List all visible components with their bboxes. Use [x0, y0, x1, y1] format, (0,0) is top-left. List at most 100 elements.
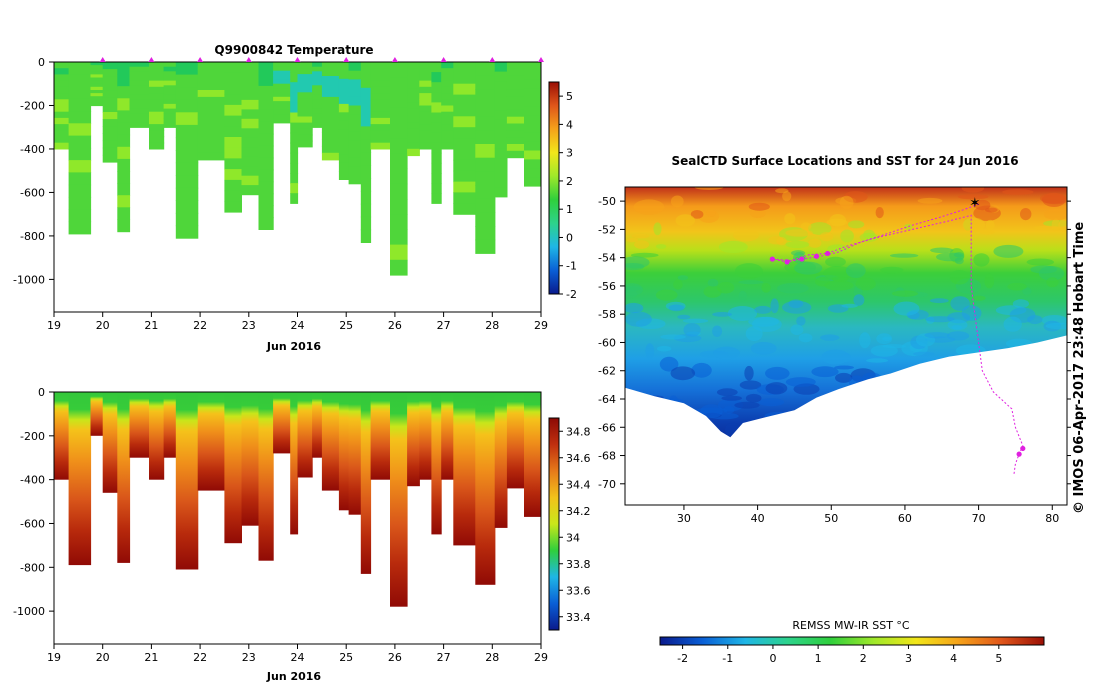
temperature-profile-cell	[453, 116, 476, 128]
y-tick-label: -56	[598, 280, 616, 293]
temperature-profile-cell	[224, 147, 242, 159]
sst-patch	[631, 233, 650, 239]
temperature-profile-cell	[370, 136, 391, 144]
temperature-profile-cell	[54, 105, 70, 113]
temperature-profile-cell	[68, 86, 92, 100]
sst-patch	[656, 345, 672, 352]
sst-patch	[924, 332, 950, 339]
temperature-profile-cell	[175, 87, 199, 101]
temperature-profile-cell	[54, 68, 70, 75]
sst-patch	[659, 356, 679, 372]
sst-patch	[834, 365, 854, 370]
temperature-profile-cell	[312, 71, 323, 77]
temperature-profile-cell	[338, 154, 350, 164]
temperature-profile-cell	[321, 110, 340, 119]
x-tick-label: 40	[751, 512, 765, 525]
temperature-profile-cell	[506, 137, 525, 145]
temperature-profile-cell	[453, 149, 476, 161]
temperature-profile-cell	[338, 145, 350, 155]
temperature-profile-cell	[90, 86, 104, 91]
temperature-profile-cell	[90, 93, 104, 97]
temperature-profile-cell	[390, 168, 408, 185]
temperature-profile-cell	[441, 74, 454, 82]
temperature-profile-cell	[419, 105, 433, 113]
profile-marker	[343, 57, 350, 62]
y-tick-label: -200	[20, 99, 45, 112]
temperature-profile-cell	[290, 92, 299, 103]
temperature-profile-cell	[494, 139, 508, 150]
profile-marker	[148, 57, 155, 62]
temperature-profile-cell	[407, 82, 420, 90]
sst-patch	[892, 290, 918, 297]
sst-patch	[770, 298, 779, 314]
temperature-profile-cell	[117, 195, 131, 208]
temperature-profile-cell	[102, 90, 118, 99]
temperature-profile-cell	[390, 199, 408, 215]
temperature-profile-cell	[54, 111, 70, 119]
temperature-profile-cell	[494, 100, 508, 111]
temperature-profile-cell	[360, 113, 372, 128]
temperature-profile-cell	[68, 209, 92, 223]
temperature-profile-cell	[273, 118, 291, 124]
temperature-profile-cell	[68, 111, 92, 124]
sst-patch	[1019, 208, 1032, 221]
temperature-profile-cell	[441, 80, 454, 88]
temperature-profile-cell	[197, 62, 226, 70]
sst-patch	[950, 296, 970, 311]
salinity-profile-column	[149, 392, 165, 480]
temperature-profile-cell	[175, 175, 199, 189]
temperature-profile-cell	[348, 131, 362, 141]
temperature-profile-cell	[441, 105, 454, 113]
temperature-profile-cell	[224, 72, 242, 84]
temperature-profile-cell	[224, 62, 242, 74]
temperature-profile-cell	[163, 113, 177, 119]
salinity-profile-column	[360, 392, 372, 574]
temperature-profile-cell	[390, 107, 408, 124]
temperature-profile-cell	[149, 117, 165, 125]
sst-patch	[700, 404, 723, 419]
temperature-profile-cell	[321, 90, 340, 98]
temperature-profile-cell	[321, 103, 340, 112]
sst-patch	[1034, 225, 1062, 230]
sst-patch	[758, 398, 785, 407]
temperature-profile-cell	[297, 62, 313, 69]
colorbar-ramp	[659, 636, 1045, 646]
seal-track	[772, 203, 1024, 474]
temperature-profile-cell	[370, 124, 391, 131]
sst-patch	[1003, 316, 1022, 332]
temperature-profile-cell	[175, 137, 199, 151]
x-tick-label: 24	[291, 319, 305, 332]
temperature-profile-cell	[524, 124, 541, 134]
temperature-profile-cell	[197, 110, 226, 119]
temperature-profile-cell	[348, 114, 362, 124]
temperature-profile-cell	[312, 90, 323, 96]
sst-patch	[972, 295, 986, 301]
temperature-profile-cell	[360, 229, 372, 243]
sst-patch	[634, 240, 650, 249]
temperature-profile-cell	[524, 132, 541, 143]
temperature-profile-cell	[273, 114, 291, 120]
temperature-profile-cell	[149, 111, 165, 119]
sst-patch	[925, 316, 955, 323]
temperature-profile-cell	[241, 166, 260, 177]
temperature-profile-cell	[312, 76, 323, 82]
x-tick-label: 23	[242, 319, 256, 332]
latest-location-star: ✶	[969, 196, 981, 212]
temperature-profile-cell	[117, 207, 131, 220]
temperature-profile-cell	[163, 76, 177, 82]
sst-patch	[706, 209, 716, 217]
temperature-profile-cell	[149, 62, 165, 69]
temperature-profile-cell	[102, 97, 118, 106]
temperature-profile-cell	[197, 103, 226, 112]
temperature-profile-cell	[407, 128, 420, 137]
temperature-profile-cell	[102, 83, 118, 92]
temperature-profile-cell	[360, 178, 372, 192]
temperature-profile-cell	[407, 95, 420, 103]
temperature-profile-cell	[149, 130, 165, 138]
sst-patch	[825, 256, 846, 267]
temperature-profile-cell	[54, 136, 70, 144]
temperature-profile-cell	[258, 74, 274, 87]
temperature-profile-cell	[407, 115, 420, 123]
temperature-profile-cell	[297, 128, 313, 136]
sst-patch	[841, 303, 858, 308]
